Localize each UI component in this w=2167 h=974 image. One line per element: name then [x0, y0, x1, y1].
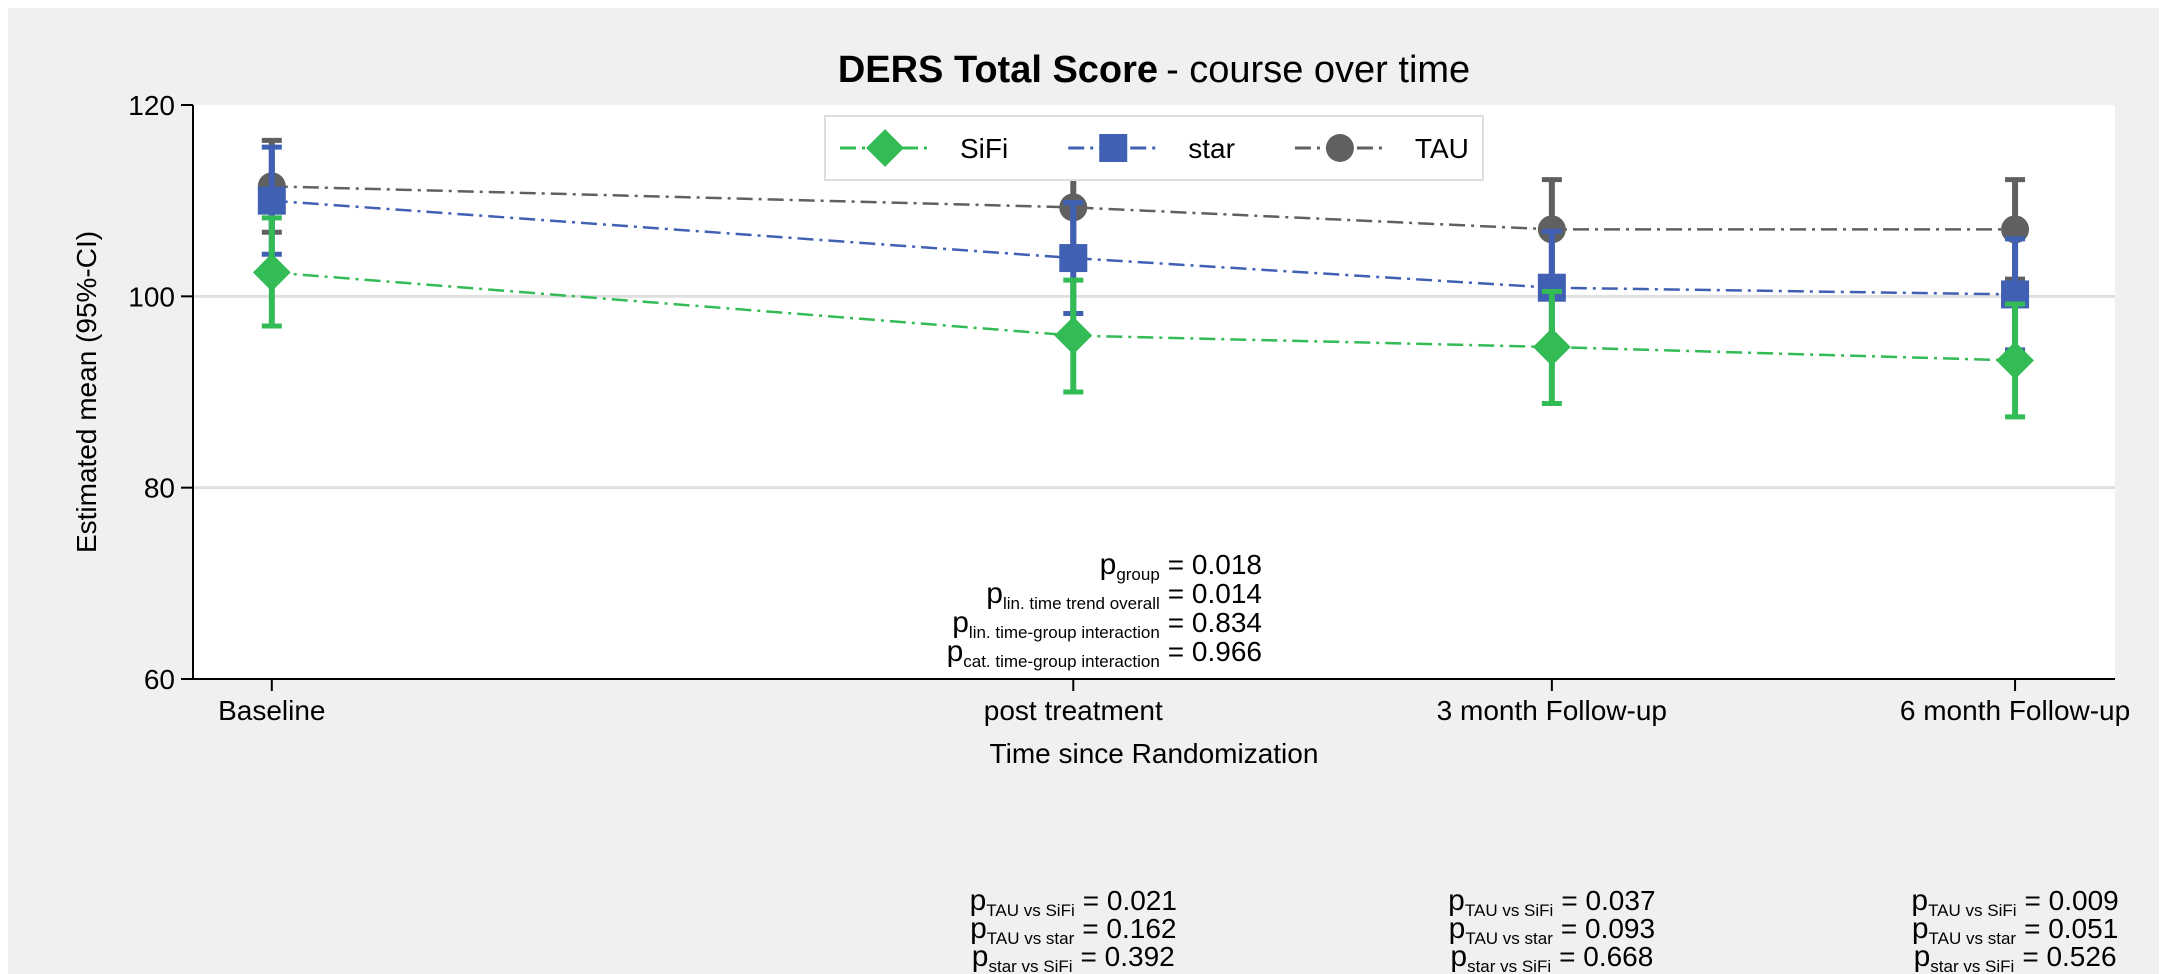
- p-text: = 0.037: [1561, 885, 1655, 916]
- p-value: pTAU vs SiFi = 0.021: [970, 884, 1177, 920]
- p-value: pTAU vs SiFi = 0.037: [1448, 884, 1655, 920]
- legend-marker: [1325, 134, 1354, 162]
- point: [1054, 316, 1093, 355]
- p-text: = 0.018: [1168, 549, 1262, 580]
- p-value: pstar vs SiFi = 0.526: [1914, 940, 2117, 974]
- p-value: pTAU vs star = 0.162: [970, 912, 1176, 948]
- p-subscript: cat. time-group interaction: [963, 652, 1160, 671]
- p-symbol: p: [1448, 884, 1465, 917]
- y-tick-label: 60: [144, 664, 175, 695]
- p-value: pgroup = 0.018: [1100, 548, 1262, 584]
- point: [1059, 244, 1088, 273]
- point: [2001, 215, 2030, 244]
- legend-label: TAU: [1415, 133, 1469, 164]
- p-subscript: TAU vs SiFi: [986, 901, 1074, 920]
- p-value: plin. time-group interaction = 0.834: [952, 606, 1262, 642]
- p-value: pcat. time-group interaction = 0.966: [947, 635, 1262, 671]
- p-subscript: star vs SiFi: [1467, 957, 1551, 974]
- chart-title: DERS Total Score - course over time: [838, 49, 1470, 91]
- y-axis-label: Estimated mean (95%-CI): [71, 231, 102, 553]
- p-symbol: p: [970, 884, 987, 917]
- p-subscript: lin. time trend overall: [1003, 594, 1160, 613]
- p-symbol: p: [947, 635, 964, 668]
- point: [1532, 328, 1571, 366]
- p-subscript: group: [1116, 565, 1159, 584]
- p-symbol: p: [952, 606, 969, 639]
- point: [1996, 341, 2034, 380]
- series-line: [271, 185, 2016, 231]
- legend-marker: [1099, 134, 1128, 162]
- y-tick-label: 120: [128, 90, 175, 121]
- p-symbol: p: [1100, 548, 1117, 581]
- legend-label: star: [1188, 133, 1235, 164]
- title: DERS Total Score: [838, 49, 1158, 91]
- p-subscript: TAU vs SiFi: [1465, 901, 1553, 920]
- p-subscript: TAU vs star: [1465, 929, 1553, 948]
- p-symbol: p: [1450, 940, 1467, 973]
- p-value: plin. time trend overall = 0.014: [986, 577, 1262, 613]
- point: [252, 253, 291, 292]
- p-value: pstar vs SiFi = 0.668: [1450, 940, 1653, 974]
- p-value: pTAU vs SiFi = 0.009: [1911, 884, 2118, 920]
- p-value: pTAU vs star = 0.093: [1449, 912, 1655, 948]
- p-symbol: p: [986, 577, 1003, 610]
- p-subscript: TAU vs star: [1929, 929, 2017, 948]
- subtitle: - course over time: [1166, 49, 1470, 91]
- p-subscript: star vs SiFi: [988, 957, 1072, 974]
- p-text: = 0.668: [1559, 941, 1653, 972]
- p-subscript: TAU vs SiFi: [1928, 901, 2016, 920]
- p-symbol: p: [1449, 912, 1466, 945]
- p-symbol: p: [1912, 912, 1929, 945]
- p-subscript: lin. time-group interaction: [969, 623, 1160, 642]
- legend: SiFi star TAU: [824, 115, 1484, 181]
- point: [257, 186, 286, 215]
- p-text: = 0.966: [1168, 636, 1262, 667]
- y-tick-label: 80: [144, 473, 175, 504]
- plot-area: [193, 105, 2115, 679]
- p-value: pstar vs SiFi = 0.392: [972, 940, 1175, 974]
- p-text: = 0.392: [1081, 941, 1175, 972]
- p-value: pTAU vs star = 0.051: [1912, 912, 2118, 948]
- x-axis-label: Time since Randomization: [990, 738, 1319, 769]
- p-text: = 0.834: [1168, 607, 1262, 638]
- p-symbol: p: [1911, 884, 1928, 917]
- p-text: = 0.162: [1082, 913, 1176, 944]
- x-tick-label: post treatment: [984, 695, 1163, 726]
- p-text: = 0.051: [2024, 913, 2118, 944]
- legend-label: SiFi: [960, 133, 1008, 164]
- p-text: = 0.021: [1083, 885, 1177, 916]
- x-tick-label: Baseline: [218, 695, 325, 726]
- legend-marker: [866, 129, 904, 167]
- p-subscript: TAU vs star: [987, 929, 1075, 948]
- series: [252, 215, 2034, 420]
- p-symbol: p: [970, 912, 987, 945]
- x-tick-label: 3 month Follow-up: [1437, 695, 1667, 726]
- x-tick-label: 6 month Follow-up: [1900, 695, 2130, 726]
- p-text: = 0.093: [1561, 913, 1655, 944]
- p-symbol: p: [972, 940, 989, 973]
- p-symbol: p: [1914, 940, 1931, 973]
- y-tick-label: 100: [128, 281, 175, 312]
- p-text: = 0.526: [2022, 941, 2116, 972]
- p-text: = 0.009: [2025, 885, 2119, 916]
- p-text: = 0.014: [1168, 578, 1262, 609]
- p-subscript: star vs SiFi: [1930, 957, 2014, 974]
